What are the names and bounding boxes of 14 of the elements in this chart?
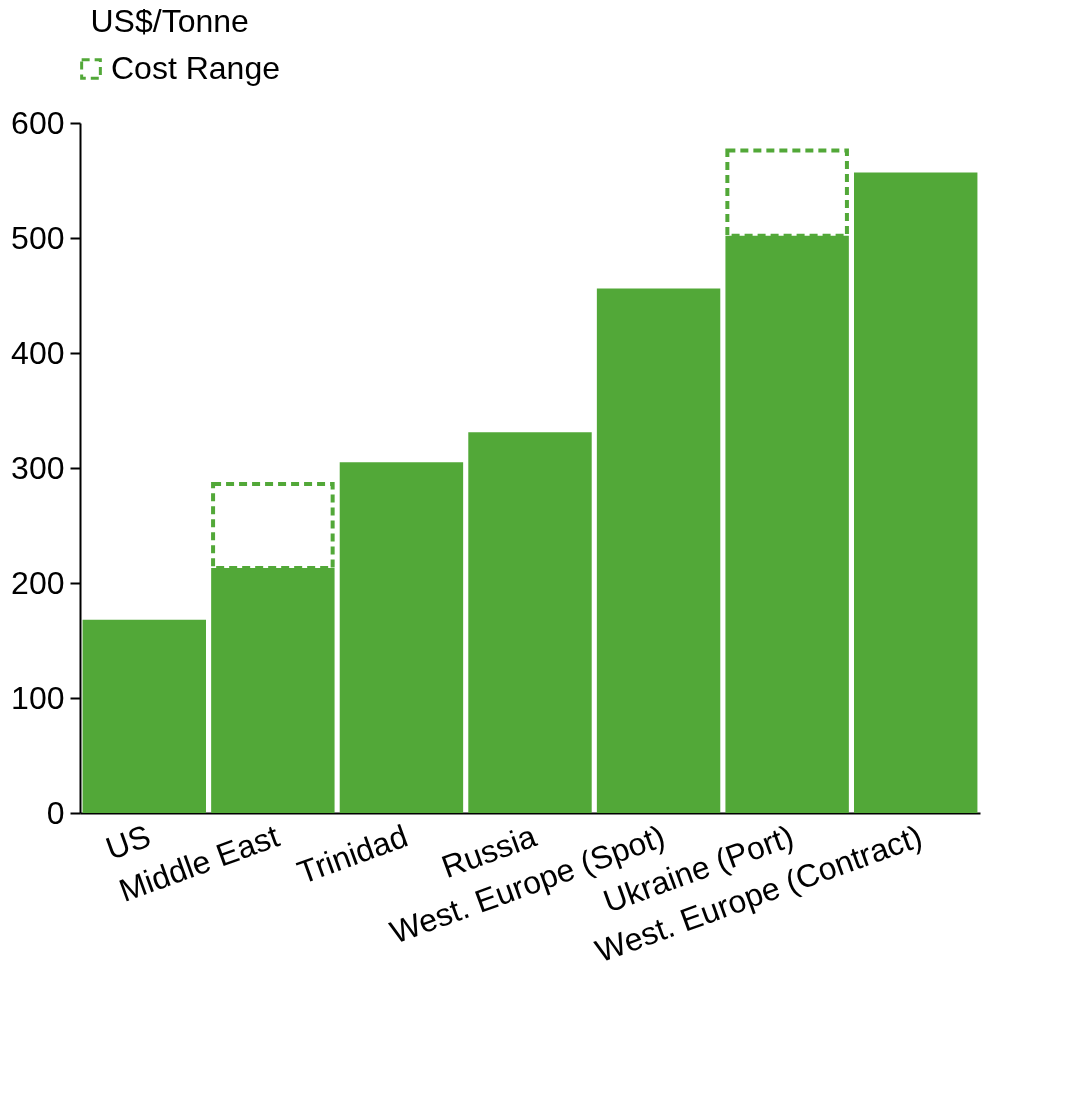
y-tick-label: 200 [11,564,65,601]
bar [339,462,464,813]
bar [854,172,978,813]
bar [468,432,592,813]
bar [82,619,206,813]
y-tick-label: 300 [11,449,65,486]
y-tick-label: 500 [11,219,65,256]
y-tick-label: 600 [11,104,65,141]
y-tick-label: 100 [11,679,65,716]
legend-label: Cost Range [111,50,280,86]
bar [596,288,721,813]
y-axis-title: US$/Tonne [90,2,249,39]
y-tick-label: 400 [11,334,65,371]
y-tick-label: 0 [46,794,65,831]
